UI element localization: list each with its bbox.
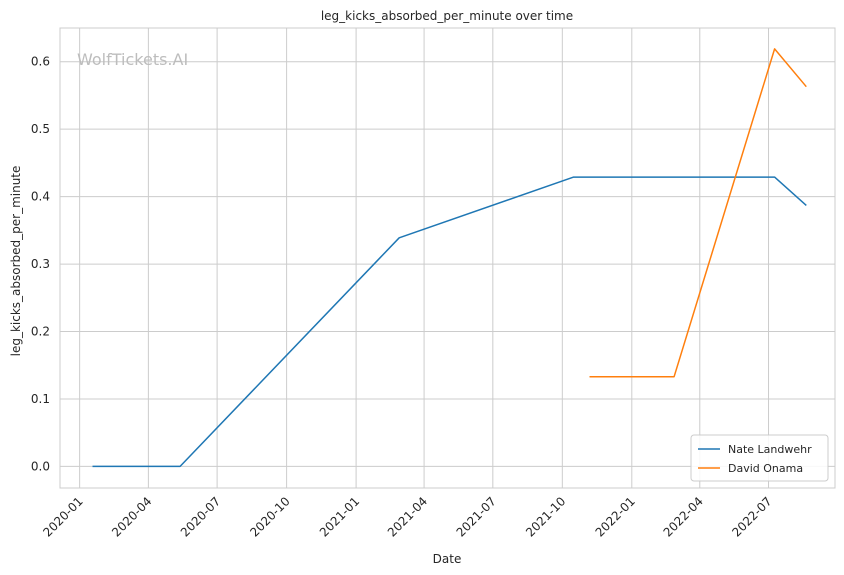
chart-title: leg_kicks_absorbed_per_minute over time bbox=[321, 9, 573, 23]
y-tick-label: 0.5 bbox=[31, 122, 50, 136]
legend-box bbox=[690, 434, 829, 482]
y-tick-label: 0.3 bbox=[31, 257, 50, 271]
legend-label: David Onama bbox=[728, 462, 803, 475]
grid bbox=[60, 28, 835, 488]
y-tick-label: 0.2 bbox=[31, 325, 50, 339]
legend-label: Nate Landwehr bbox=[728, 443, 812, 456]
watermark: WolfTickets.AI bbox=[77, 50, 188, 69]
y-axis-label: leg_kicks_absorbed_per_minute bbox=[9, 166, 23, 357]
series-layer bbox=[92, 48, 807, 468]
y-tick-label: 0.1 bbox=[31, 392, 50, 406]
x-axis-label: Date bbox=[433, 552, 462, 566]
series-line-david-onama bbox=[589, 48, 807, 378]
y-tick-label: 0.0 bbox=[31, 459, 50, 473]
plot-frame bbox=[59, 27, 836, 489]
legend: Nate Landwehr David Onama bbox=[690, 434, 829, 482]
y-tick-label: 0.6 bbox=[31, 55, 50, 69]
y-tick-label: 0.4 bbox=[31, 190, 50, 204]
series-line-nate-landwehr bbox=[92, 176, 807, 468]
